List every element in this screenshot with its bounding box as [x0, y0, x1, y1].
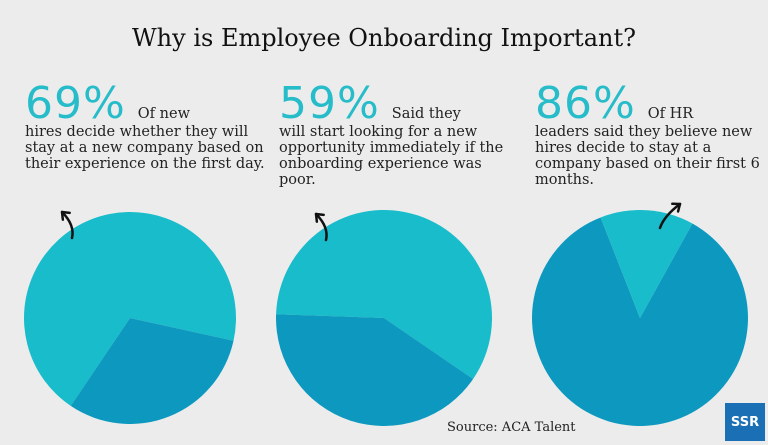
stat-block-2: 59% Said they will start looking for a n… [279, 78, 519, 189]
stat-text: hires decide whether they will stay at a… [25, 124, 265, 172]
stat-percent: 59% [279, 78, 380, 129]
pie-1-slice-1 [24, 212, 236, 406]
pie-2-slice-2 [276, 314, 474, 427]
pie-3-arrowhead [671, 202, 682, 213]
pie-2-slice-1 [276, 210, 492, 380]
stat-percent: 69% [25, 78, 126, 129]
ssr-logo: SSR [725, 403, 765, 441]
pie-2-arrow [314, 212, 328, 242]
pie-1-slice-2 [70, 318, 234, 424]
stat-lead: Of HR [647, 106, 694, 122]
stat-lead: Of new [137, 106, 190, 122]
stat-block-1: 69% Of new hires decide whether they wil… [25, 78, 265, 173]
stat-lead: Said they [391, 106, 461, 122]
stat-text: will start looking for a new opportunity… [279, 124, 504, 188]
page-title: Why is Employee Onboarding Important? [132, 24, 636, 52]
pie-2-arrowhead [314, 212, 325, 223]
pie-3-slice-1 [532, 217, 748, 426]
pie-1-arrowhead [60, 210, 71, 221]
source-credit: Source: ACA Talent [447, 420, 576, 435]
pie-3-arrow [658, 202, 682, 230]
stat-percent: 86% [535, 78, 636, 129]
stat-block-3: 86% Of HR leaders said they believe new … [535, 78, 768, 189]
pie-3-slice-2 [600, 210, 693, 318]
pie-1-arrow [60, 210, 74, 240]
stat-text: leaders said they believe new hires deci… [535, 124, 760, 188]
